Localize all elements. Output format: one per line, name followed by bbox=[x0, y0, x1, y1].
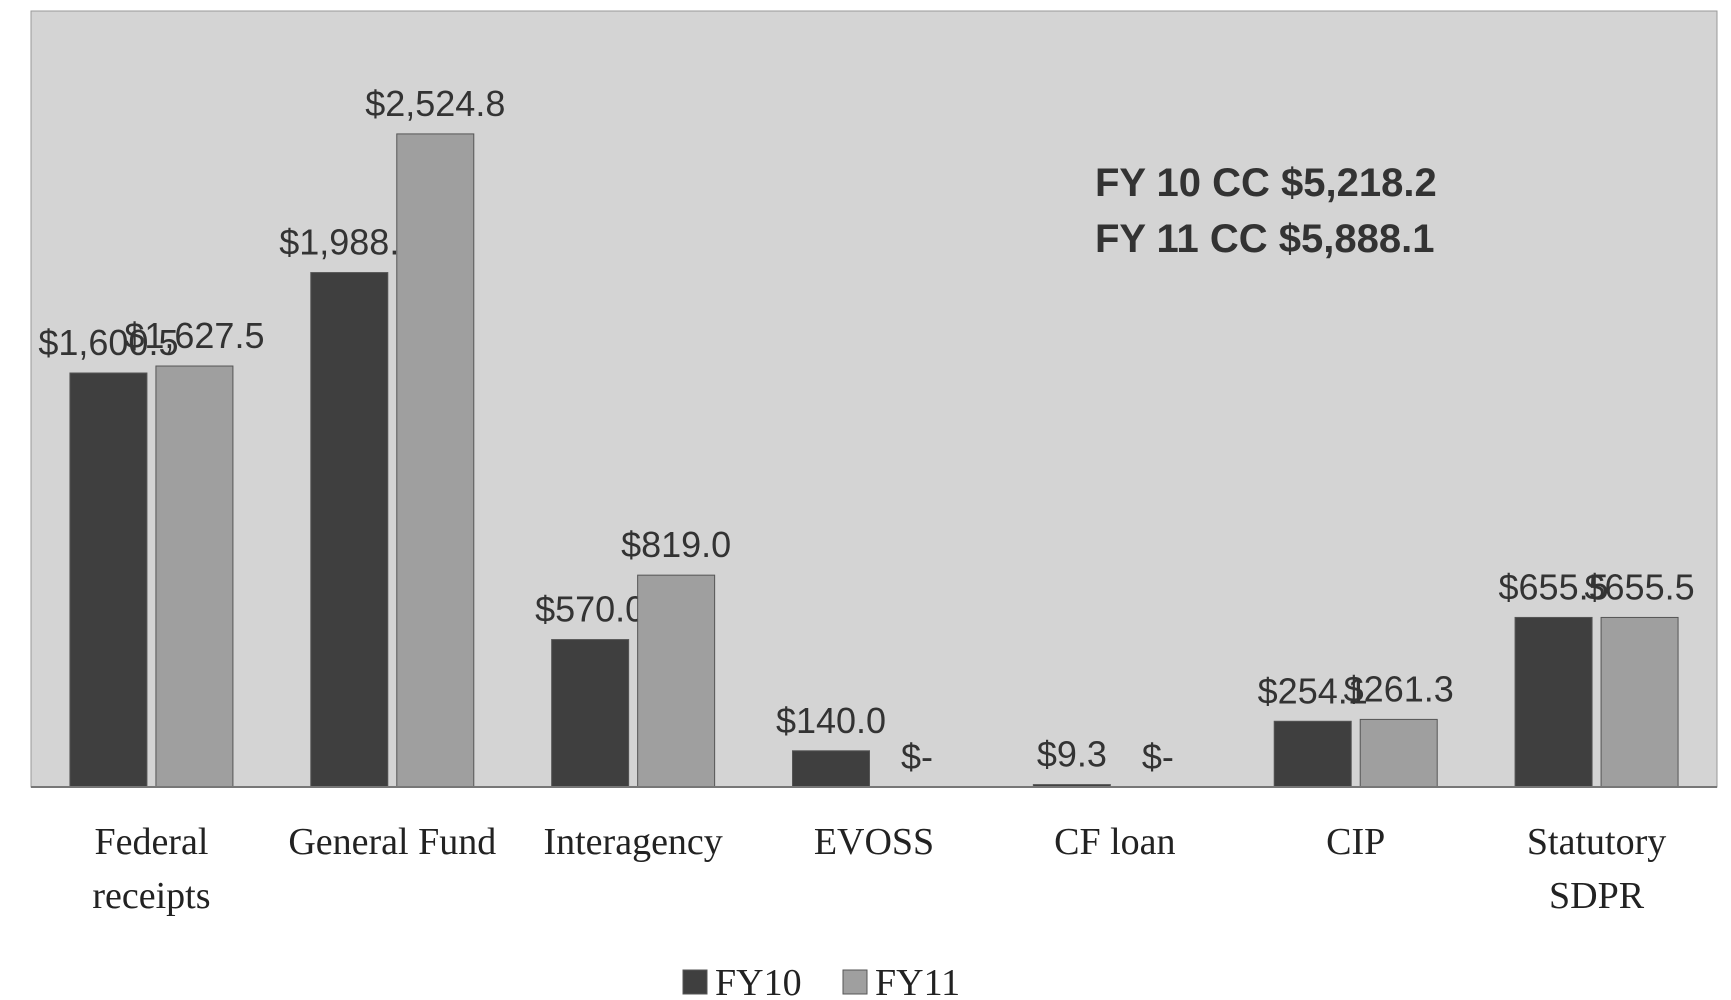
legend-swatch bbox=[682, 969, 708, 995]
bar bbox=[551, 639, 630, 788]
data-label: $655.5 bbox=[1585, 566, 1695, 607]
x-tick-label: Statutory SDPR bbox=[1526, 821, 1667, 917]
legend-swatch bbox=[842, 969, 868, 995]
data-label: $- bbox=[1142, 736, 1174, 777]
legend-label: FY10 bbox=[715, 962, 802, 1000]
bar bbox=[1273, 720, 1352, 788]
bar bbox=[1514, 616, 1593, 788]
data-label: $- bbox=[901, 736, 933, 777]
data-label: $9.3 bbox=[1037, 734, 1107, 775]
data-label: $1,988.8 bbox=[279, 222, 419, 263]
data-label: $655.5 bbox=[1499, 566, 1609, 607]
data-label: $261.3 bbox=[1344, 668, 1454, 709]
x-tick-label: CF loan bbox=[1054, 821, 1176, 863]
bar bbox=[155, 365, 234, 788]
annotation: FY 10 CC $5,218.2 bbox=[1095, 161, 1437, 205]
x-tick-label: Interagency bbox=[543, 821, 723, 863]
bar bbox=[310, 272, 389, 788]
plot-area bbox=[30, 10, 1718, 788]
data-label: $570.0 bbox=[535, 589, 645, 630]
legend-label: FY11 bbox=[875, 962, 960, 1000]
x-tick-label: Federal receipts bbox=[92, 821, 211, 917]
data-label: $2,524.8 bbox=[365, 83, 505, 124]
data-label: $819.0 bbox=[621, 524, 731, 565]
x-tick-label: EVOSS bbox=[813, 821, 935, 863]
bar bbox=[396, 133, 475, 788]
bar bbox=[69, 372, 148, 788]
data-label: $254.1 bbox=[1258, 670, 1368, 711]
bar bbox=[792, 750, 870, 788]
x-tick-label: CIP bbox=[1326, 821, 1386, 863]
data-label: $1,627.5 bbox=[124, 315, 264, 356]
x-tick-label: General Fund bbox=[288, 821, 497, 863]
annotation: FY 11 CC $5,888.1 bbox=[1095, 217, 1435, 261]
bar bbox=[1600, 616, 1679, 788]
data-label: $140.0 bbox=[776, 700, 886, 741]
bar bbox=[1359, 718, 1438, 788]
data-label: $1,600.5 bbox=[38, 322, 178, 363]
bar bbox=[637, 574, 716, 788]
